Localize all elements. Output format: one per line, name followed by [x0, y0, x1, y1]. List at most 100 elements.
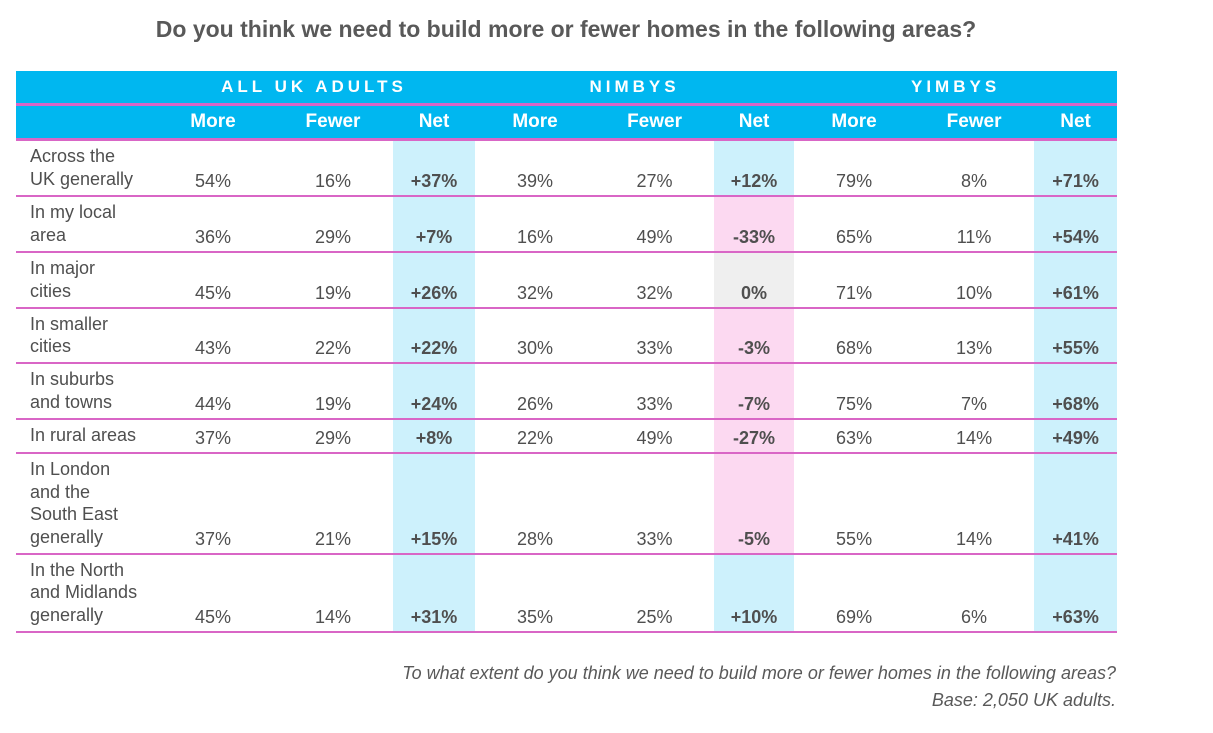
value-cell: 11%	[914, 195, 1035, 253]
row-label-line: generally	[30, 604, 104, 625]
value-cell: 19%	[273, 362, 393, 420]
row-label: In my local area	[16, 195, 153, 253]
column-header: Net	[393, 104, 476, 141]
group-header-all-uk-adults: ALL UK ADULTS	[153, 71, 476, 106]
value-cell: 22%	[273, 307, 393, 364]
row-label: Across the UK generally	[16, 139, 153, 197]
net-value-cell: +68%	[1034, 362, 1118, 420]
value-cell: 22%	[475, 418, 596, 454]
row-label-line: In the North	[30, 559, 125, 580]
value-cell: 10%	[914, 251, 1035, 309]
row-label-line: and Midlands	[30, 582, 138, 603]
row-label-line: South East	[30, 504, 119, 524]
row-label-line: cities	[30, 336, 72, 356]
value-cell: 29%	[273, 195, 393, 253]
value-cell: 29%	[273, 418, 393, 454]
column-header: Fewer	[273, 104, 393, 141]
value-cell: 14%	[914, 452, 1035, 555]
value-cell: 75%	[794, 362, 915, 420]
net-value-cell: +24%	[393, 362, 476, 420]
value-cell: 69%	[794, 553, 915, 633]
net-value-cell: +71%	[1034, 139, 1118, 197]
value-cell: 37%	[153, 418, 273, 454]
value-cell: 14%	[914, 418, 1035, 454]
row-label: In smaller cities	[16, 307, 153, 364]
value-cell: 28%	[475, 452, 596, 555]
value-cell: 30%	[475, 307, 596, 364]
net-value-cell: +22%	[393, 307, 476, 364]
table-row: In suburbs and towns 44% 19% +24% 26% 33% -7% 75…	[16, 362, 1118, 420]
table-row: In rural areas 37% 29% +8% 22% 49% -27% 63% 14% +…	[16, 418, 1118, 454]
table-row: In London and the South East generally 37% 21…	[16, 452, 1118, 555]
table-row: Across the UK generally 54% 16% +37% 39% 27% +1…	[16, 139, 1118, 197]
column-header-row: More Fewer Net More Fewer Net More Fewer…	[16, 104, 1118, 141]
value-cell: 79%	[794, 139, 915, 197]
footer-question: To what extent do you think we need to b…	[402, 663, 1116, 683]
value-cell: 43%	[153, 307, 273, 364]
net-value-cell: +63%	[1034, 553, 1118, 633]
value-cell: 71%	[794, 251, 915, 309]
row-label-line: UK generally	[30, 168, 134, 189]
column-header: Fewer	[914, 104, 1035, 141]
column-header: More	[475, 104, 596, 141]
value-cell: 49%	[595, 195, 715, 253]
value-cell: 21%	[273, 452, 393, 555]
value-cell: 16%	[273, 139, 393, 197]
value-cell: 54%	[153, 139, 273, 197]
net-value-cell: +55%	[1034, 307, 1118, 364]
row-label-line: Across the	[30, 146, 116, 167]
net-value-cell: -27%	[714, 418, 795, 454]
table-row: In my local area 36% 29% +7% 16% 49% -33% 65% 11%…	[16, 195, 1118, 253]
chart-title: Do you think we need to build more or fe…	[155, 16, 977, 42]
net-value-cell: 0%	[714, 251, 795, 309]
net-value-cell: +12%	[714, 139, 795, 197]
net-value-cell: +10%	[714, 553, 795, 633]
row-label-line: generally	[30, 526, 104, 547]
row-label-line: In suburbs	[30, 369, 115, 389]
value-cell: 49%	[595, 418, 715, 454]
value-cell: 14%	[273, 553, 393, 633]
value-cell: 16%	[475, 195, 596, 253]
value-cell: 45%	[153, 251, 273, 309]
net-value-cell: +41%	[1034, 452, 1118, 555]
value-cell: 39%	[475, 139, 596, 197]
column-header: More	[794, 104, 915, 141]
net-value-cell: +37%	[393, 139, 476, 197]
value-cell: 45%	[153, 553, 273, 633]
value-cell: 26%	[475, 362, 596, 420]
value-cell: 25%	[595, 553, 715, 633]
column-header: Net	[1034, 104, 1118, 141]
net-value-cell: +31%	[393, 553, 476, 633]
net-value-cell: -5%	[714, 452, 795, 555]
header-blank	[16, 104, 153, 141]
value-cell: 33%	[595, 307, 715, 364]
value-cell: 8%	[914, 139, 1035, 197]
value-cell: 6%	[914, 553, 1035, 633]
value-cell: 33%	[595, 452, 715, 555]
results-table: ALL UK ADULTS NIMBYS YIMBYS More Fewer N…	[16, 71, 1118, 633]
row-label-line: In smaller	[30, 313, 109, 334]
value-cell: 13%	[914, 307, 1035, 364]
net-value-cell: +61%	[1034, 251, 1118, 309]
row-label-line: In rural areas	[30, 425, 137, 446]
table-row: In major cities 45% 19% +26% 32% 32% 0% 71% 10% +6…	[16, 251, 1118, 309]
value-cell: 19%	[273, 251, 393, 309]
row-label-line: In London	[30, 459, 111, 479]
value-cell: 36%	[153, 195, 273, 253]
net-value-cell: +7%	[393, 195, 476, 253]
net-value-cell: -33%	[714, 195, 795, 253]
group-header-yimbys: YIMBYS	[794, 71, 1118, 106]
column-header: Fewer	[595, 104, 715, 141]
footer-base: Base: 2,050 UK adults.	[931, 690, 1116, 710]
row-label: In the North and Midlands generally	[16, 553, 153, 633]
value-cell: 68%	[794, 307, 915, 364]
header-blank	[16, 71, 153, 106]
row-label: In rural areas	[16, 418, 153, 454]
net-value-cell: +26%	[393, 251, 476, 309]
net-value-cell: -7%	[714, 362, 795, 420]
table-row: In the North and Midlands generally 45% 14% +…	[16, 553, 1118, 633]
table-row: In smaller cities 43% 22% +22% 30% 33% -3% 68% 13…	[16, 307, 1118, 364]
row-label: In London and the South East generally	[16, 452, 153, 555]
value-cell: 63%	[794, 418, 915, 454]
value-cell: 55%	[794, 452, 915, 555]
